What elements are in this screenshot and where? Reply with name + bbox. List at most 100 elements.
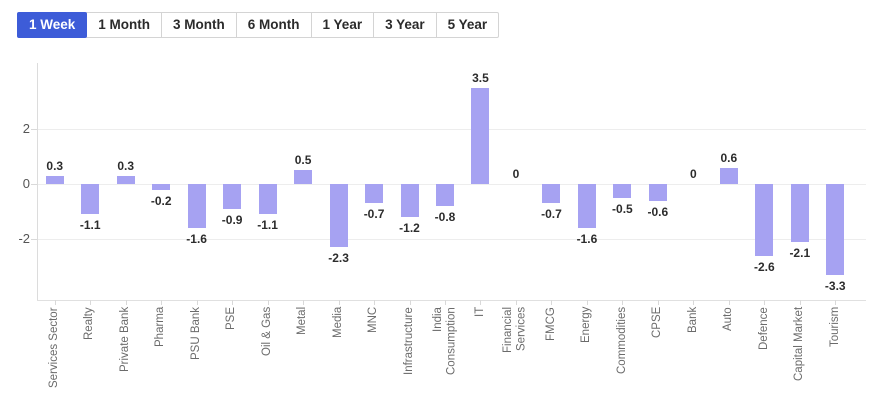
x-axis-tick xyxy=(622,300,624,305)
x-label-oil-gas: Oil & Gas xyxy=(260,307,273,357)
bar-value-label: -2.1 xyxy=(789,245,811,260)
bar-defence[interactable] xyxy=(755,184,774,256)
bar-value-label: -0.6 xyxy=(647,204,669,219)
x-axis-line xyxy=(37,300,866,301)
y-axis-tick xyxy=(31,129,37,130)
bar-value-label: -1.2 xyxy=(399,221,420,235)
bar-commodities[interactable] xyxy=(613,184,632,198)
bar-private-bank[interactable] xyxy=(116,175,135,184)
x-axis-tick xyxy=(515,300,517,305)
bar-metal[interactable] xyxy=(294,170,313,184)
x-axis-tick xyxy=(54,300,56,305)
y-tick-label: 2 xyxy=(22,121,30,136)
bar-energy[interactable] xyxy=(577,184,596,228)
x-label-mnc: MNC xyxy=(367,307,380,334)
bar-value-label: 0.6 xyxy=(720,150,738,165)
y-axis-tick xyxy=(31,239,37,240)
y-tick-label: -2 xyxy=(18,231,30,246)
bar-media[interactable] xyxy=(329,184,348,248)
bar-value-label: 0.3 xyxy=(46,158,64,173)
x-label-media: Media xyxy=(331,307,344,339)
tab-6-month[interactable]: 6 Month xyxy=(235,12,312,38)
x-label-bank: Bank xyxy=(686,307,699,334)
x-label-auto: Auto xyxy=(722,307,735,331)
x-axis-tick xyxy=(445,300,446,305)
bar-value-label: -0.7 xyxy=(541,207,562,222)
bar-india-consumption[interactable] xyxy=(436,184,454,206)
bar-oil-gas[interactable] xyxy=(258,184,277,215)
bar-value-label: -1.6 xyxy=(186,232,207,246)
bar-value-label: -0.7 xyxy=(363,207,385,222)
y-axis-line xyxy=(37,63,38,300)
x-label-infrastructure: Infrastructure xyxy=(402,307,415,375)
x-label-pharma: Pharma xyxy=(154,307,167,348)
x-label-energy: Energy xyxy=(580,307,593,344)
x-axis-tick xyxy=(693,300,695,305)
x-label-services-sector: Services Sector xyxy=(47,307,60,388)
x-label-financial-services: Financial Services xyxy=(502,307,528,354)
bar-mnc[interactable] xyxy=(365,184,384,204)
x-axis-tick xyxy=(125,300,127,305)
bar-pse[interactable] xyxy=(223,184,242,209)
y-tick-label: 0 xyxy=(22,176,30,191)
x-label-private-bank: Private Bank xyxy=(118,307,131,373)
bar-value-label: -0.9 xyxy=(221,212,243,227)
bar-capital-market[interactable] xyxy=(790,184,809,242)
x-label-india-consumption: India Consumption xyxy=(431,307,458,375)
bar-value-label: 0 xyxy=(512,167,520,181)
bar-fmcg[interactable] xyxy=(542,184,561,204)
x-axis-tick xyxy=(338,300,340,305)
x-label-capital-market: Capital Market xyxy=(793,307,806,382)
x-axis-tick xyxy=(799,300,801,305)
bar-psu-bank[interactable] xyxy=(187,184,206,228)
bar-value-label: -3.3 xyxy=(824,278,846,293)
tab-1-year[interactable]: 1 Year xyxy=(310,12,375,38)
x-label-metal: Metal xyxy=(296,307,309,336)
bar-value-label: 0.5 xyxy=(294,153,312,168)
bar-pharma[interactable] xyxy=(152,184,171,190)
bar-cpse[interactable] xyxy=(648,184,667,201)
x-axis-tick xyxy=(409,300,411,305)
x-axis-tick xyxy=(480,300,482,305)
period-tabbar: 1 Week 1 Month 3 Month 6 Month 1 Year 3 Year 5… xyxy=(17,12,500,38)
x-axis-tick xyxy=(728,300,730,305)
x-axis-tick xyxy=(267,300,269,305)
bar-value-label: 0 xyxy=(690,167,697,181)
bar-value-label: 3.5 xyxy=(472,70,489,85)
x-label-commodities: Commodities xyxy=(615,307,628,375)
bar-services-sector[interactable] xyxy=(45,175,64,184)
bar-value-label: -0.2 xyxy=(150,193,172,208)
x-label-fmcg: FMCG xyxy=(544,307,557,341)
bar-it[interactable] xyxy=(471,87,490,184)
y-axis-tick xyxy=(31,184,37,185)
x-label-realty: Realty xyxy=(83,307,96,340)
x-label-psu-bank: PSU Bank xyxy=(189,307,202,361)
y-gridline xyxy=(37,239,866,240)
x-axis-tick xyxy=(586,300,588,305)
bar-value-label: -2.3 xyxy=(328,251,349,266)
bar-auto[interactable] xyxy=(719,167,738,184)
bar-value-label: -1.1 xyxy=(257,218,278,233)
bar-value-label: -0.8 xyxy=(434,210,456,224)
tab-1-week[interactable]: 1 Week xyxy=(17,12,88,38)
x-label-tourism: Tourism xyxy=(828,307,841,348)
x-label-pse: PSE xyxy=(225,307,238,331)
x-axis-tick xyxy=(764,300,766,305)
bar-value-label: 0.3 xyxy=(117,158,135,173)
x-axis-tick xyxy=(657,300,659,305)
bar-tourism[interactable] xyxy=(826,184,845,275)
tab-5-year[interactable]: 5 Year xyxy=(435,12,500,38)
tab-3-month[interactable]: 3 Month xyxy=(161,12,237,38)
x-label-defence: Defence xyxy=(757,307,770,350)
x-axis-tick xyxy=(835,300,837,305)
bar-realty[interactable] xyxy=(81,184,100,215)
x-axis-tick xyxy=(303,300,305,305)
x-label-cpse: CPSE xyxy=(651,307,664,339)
x-axis-tick xyxy=(196,300,198,305)
tab-3-year[interactable]: 3 Year xyxy=(373,12,437,38)
bar-value-label: -2.6 xyxy=(753,259,775,274)
bar-infrastructure[interactable] xyxy=(400,184,419,217)
x-axis-tick xyxy=(232,300,234,305)
x-axis-tick xyxy=(374,300,376,305)
